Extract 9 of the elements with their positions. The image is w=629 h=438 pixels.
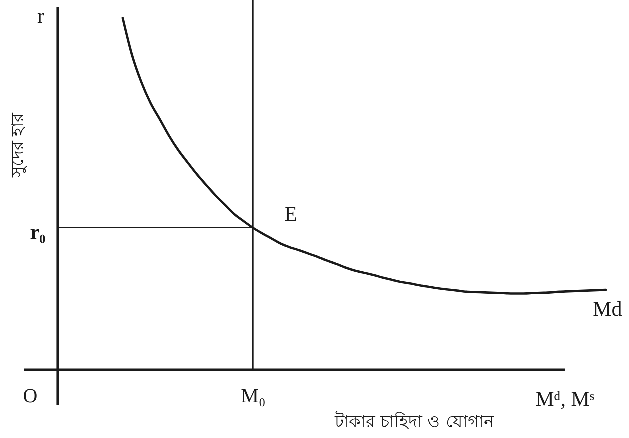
- x-tick-label: O: [23, 386, 38, 408]
- text: Mᵈ, Mˢ: [536, 387, 595, 411]
- annotation: r: [38, 4, 44, 28]
- x-tick-label: M₀: [241, 386, 266, 408]
- y-axis-title: সুদের হার: [8, 112, 28, 179]
- annotation: E: [284, 202, 298, 226]
- annotation: r₀: [30, 220, 46, 244]
- series-label: Md: [593, 297, 623, 322]
- x-axis-title: টাকার চাহিদা ও যোগান: [334, 412, 496, 432]
